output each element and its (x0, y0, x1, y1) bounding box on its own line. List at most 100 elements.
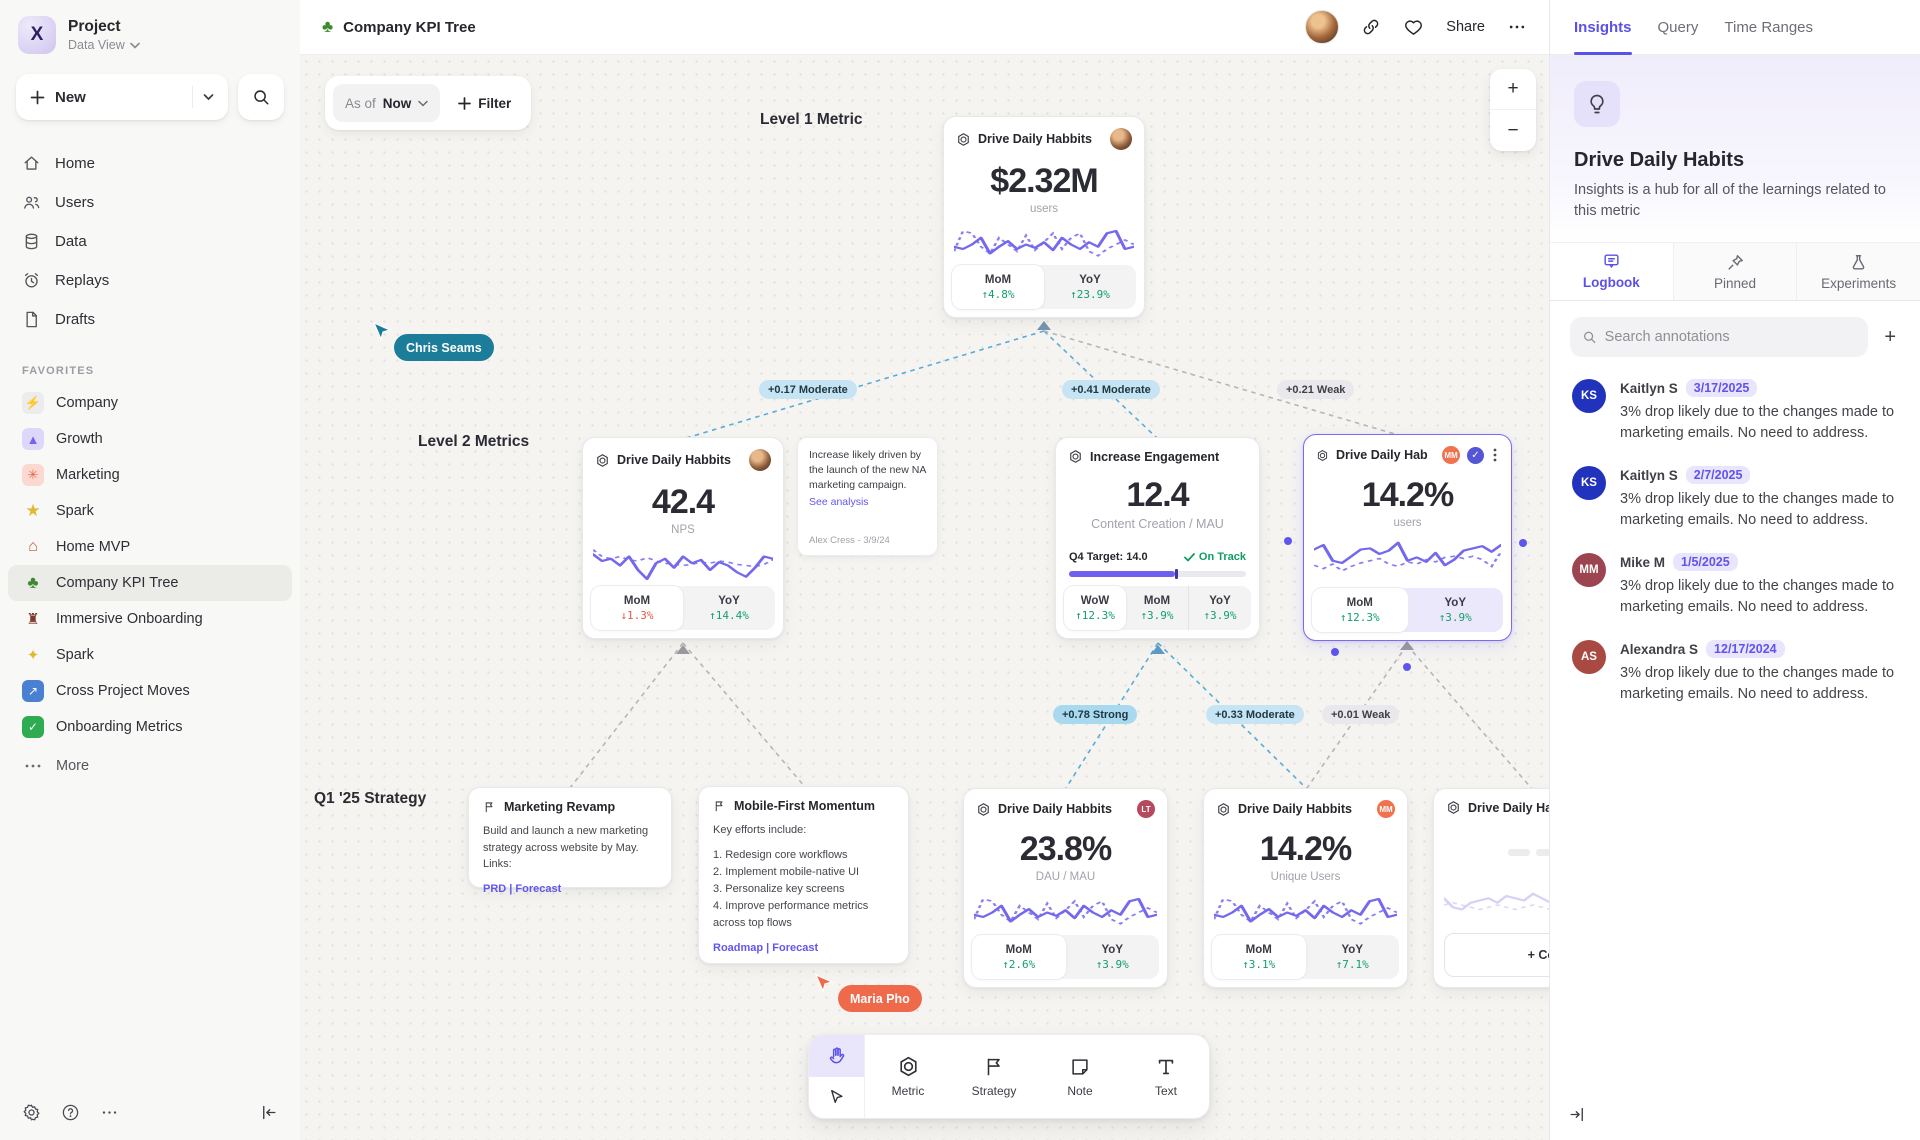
note-tool-button[interactable]: Note (1037, 1035, 1123, 1118)
strategy-card-mobile-first-momentum[interactable]: Mobile-First Momentum Key efforts includ… (698, 786, 909, 964)
as-of-dropdown[interactable]: As of Now (333, 84, 441, 122)
sidebar-item-drafts[interactable]: Drafts (0, 300, 300, 339)
see-analysis-link[interactable]: See analysis (809, 495, 869, 508)
tab-query[interactable]: Query (1657, 18, 1699, 36)
sidebar-item-cross-project-moves[interactable]: ↗ Cross Project Moves (8, 673, 292, 709)
metric-card-drive-daily-habbits-selected[interactable]: Drive Daily Habb.. MM ✓ 14.2% users MoM↑… (1303, 434, 1512, 641)
stat-value: ↑7.1% (1335, 957, 1369, 971)
metric-card-drive-daily-habbits-dau[interactable]: Drive Daily Habbits LT 23.8% DAU / MAU M… (963, 788, 1168, 988)
new-button[interactable]: New (16, 74, 228, 120)
metric-card-drive-daily-habbits-l1[interactable]: Drive Daily Habbits $2.32M users MoM ↑4.8… (943, 116, 1145, 318)
help-icon[interactable] (61, 1103, 80, 1122)
app-logo: X (18, 16, 56, 54)
stat-yoy[interactable]: YoY ↑23.9% (1044, 265, 1136, 309)
stat-mom[interactable]: MoM ↑12.3% (1312, 588, 1408, 632)
nav-label: Replays (55, 272, 110, 289)
stat-yoy[interactable]: YoY ↑7.1% (1306, 935, 1400, 979)
strategy-card-marketing-revamp[interactable]: Marketing Revamp Build and launch a new … (468, 787, 672, 895)
stat-mom[interactable]: MoM ↑2.6% (972, 935, 1066, 979)
copy-link-icon[interactable] (1361, 17, 1381, 37)
strategy-links[interactable]: Roadmap | Forecast (713, 941, 819, 954)
sidebar-item-marketing[interactable]: ✳ Marketing (8, 457, 292, 493)
stat-mom[interactable]: MoM ↑3.9% (1126, 586, 1188, 630)
subtab-experiments[interactable]: Experiments (1796, 243, 1920, 301)
cursor-pointer-icon (814, 973, 834, 993)
fav-label: Home MVP (56, 539, 131, 555)
sidebar-item-replays[interactable]: Replays (0, 261, 300, 300)
filter-button[interactable]: Filter (446, 84, 523, 122)
stat-mom[interactable]: MoM ↓1.3% (591, 586, 683, 630)
stat-yoy[interactable]: YoY ↑3.9% (1066, 935, 1160, 979)
sidebar-more[interactable]: More (8, 747, 292, 785)
nav-label: Users (55, 194, 95, 211)
hand-tool-button[interactable] (809, 1035, 864, 1077)
more-options-icon[interactable] (100, 1103, 119, 1122)
favorite-heart-icon[interactable] (1403, 17, 1424, 37)
annotation-date[interactable]: 1/5/2025 (1673, 553, 1738, 572)
subtab-pinned[interactable]: Pinned (1672, 243, 1797, 301)
annotation-date[interactable]: 12/17/2024 (1706, 640, 1785, 659)
metric-card-drive-daily-habbits-unique-users[interactable]: Drive Daily Habbits MM 14.2% Unique User… (1203, 788, 1408, 988)
stat-wow[interactable]: WoW ↑12.3% (1064, 586, 1126, 630)
hand-icon (829, 1047, 844, 1064)
select-tool-button[interactable] (809, 1077, 864, 1119)
sidebar-item-spark[interactable]: ★ Spark (8, 493, 292, 529)
sidebar-item-company-kpi-tree[interactable]: ♣ Company KPI Tree (8, 565, 292, 601)
sidebar-item-growth[interactable]: ▲ Growth (8, 421, 292, 457)
zoom-in-button[interactable]: + (1490, 69, 1536, 110)
data-view-dropdown[interactable]: Data View (68, 38, 140, 52)
annotation-date[interactable]: 2/7/2025 (1685, 466, 1751, 485)
more-menu-icon[interactable] (1507, 17, 1527, 37)
metric-card-increase-engagement[interactable]: Increase Engagement 12.4 Content Creatio… (1055, 437, 1260, 639)
text-tool-button[interactable]: Text (1123, 1035, 1209, 1118)
stat-mom[interactable]: MoM ↑4.8% (952, 265, 1044, 309)
annotation-date[interactable]: 3/17/2025 (1685, 379, 1758, 398)
sidebar-item-onboarding-metrics[interactable]: ✓ Onboarding Metrics (8, 709, 292, 745)
annotation-search-input[interactable] (1604, 329, 1857, 346)
chevron-down-icon[interactable] (203, 93, 214, 101)
canvas-note-annotation[interactable]: Increase likely driven by the launch of … (797, 437, 938, 556)
sidebar-item-home[interactable]: Home (0, 144, 300, 183)
sidebar-item-immersive-onboarding[interactable]: ♜ Immersive Onboarding (8, 601, 292, 637)
annotation-item[interactable]: AS Alexandra S 12/17/2024 3% drop likely … (1572, 640, 1898, 705)
subtab-logbook[interactable]: Logbook (1550, 243, 1673, 301)
stat-yoy[interactable]: YoY ↑3.9% (1188, 586, 1251, 630)
stat-yoy[interactable]: YoY ↑14.4% (683, 586, 775, 630)
metric-card-drive-daily-habbits-nps[interactable]: Drive Daily Habbits 42.4 NPS MoM ↓1.3% Yo… (582, 437, 784, 639)
settings-gear-icon[interactable] (22, 1103, 41, 1122)
strategy-links[interactable]: PRD | Forecast (483, 882, 562, 895)
strategy-tool-button[interactable]: Strategy (951, 1035, 1037, 1118)
user-avatar[interactable] (1305, 10, 1340, 44)
annotation-item[interactable]: KS Kaitlyn S 3/17/2025 3% drop likely due… (1572, 379, 1898, 444)
add-annotation-button[interactable]: + (1884, 325, 1896, 348)
cursor-arrow-icon (830, 1090, 843, 1104)
sidebar-item-home-mvp[interactable]: ⌂ Home MVP (8, 529, 292, 565)
zoom-out-button[interactable]: − (1507, 119, 1519, 141)
project-switcher[interactable]: X Project Data View (0, 0, 300, 60)
metric-card-partial-connect[interactable]: Drive Daily Habbits + Connect (1433, 788, 1549, 988)
sidebar-item-data[interactable]: Data (0, 222, 300, 261)
metric-unit: DAU / MAU (1035, 871, 1096, 883)
connect-button[interactable]: + Connect (1444, 933, 1549, 977)
annotation-item[interactable]: MM Mike M 1/5/2025 3% drop likely due to … (1572, 553, 1898, 618)
stat-value: ↑12.3% (1339, 610, 1380, 624)
annotation-search[interactable] (1570, 317, 1869, 358)
stat-mom[interactable]: MoM ↑3.1% (1212, 935, 1306, 979)
sidebar-item-company[interactable]: ⚡ Company (8, 385, 292, 421)
metric-value: 23.8% (1019, 830, 1112, 868)
annotation-item[interactable]: KS Kaitlyn S 2/7/2025 3% drop likely due … (1572, 466, 1898, 531)
collapse-panel-icon[interactable] (1568, 1105, 1587, 1124)
rocket-icon: ▲ (22, 428, 44, 450)
collapse-sidebar-icon[interactable] (259, 1103, 278, 1122)
card-menu-icon[interactable] (1491, 448, 1499, 462)
stat-yoy[interactable]: YoY ↑3.9% (1408, 588, 1504, 632)
share-button[interactable]: Share (1446, 19, 1485, 35)
metric-tool-button[interactable]: Metric (865, 1035, 951, 1118)
tab-time-ranges[interactable]: Time Ranges (1724, 18, 1814, 36)
owner-avatar (1110, 128, 1132, 150)
kpi-tree-canvas[interactable]: As of Now Filter + − Level 1 Metric Leve… (300, 55, 1549, 1140)
tab-insights[interactable]: Insights (1574, 0, 1632, 55)
sidebar-item-spark-2[interactable]: ✦ Spark (8, 637, 292, 673)
sidebar-item-users[interactable]: Users (0, 183, 300, 222)
search-button[interactable] (238, 74, 284, 120)
